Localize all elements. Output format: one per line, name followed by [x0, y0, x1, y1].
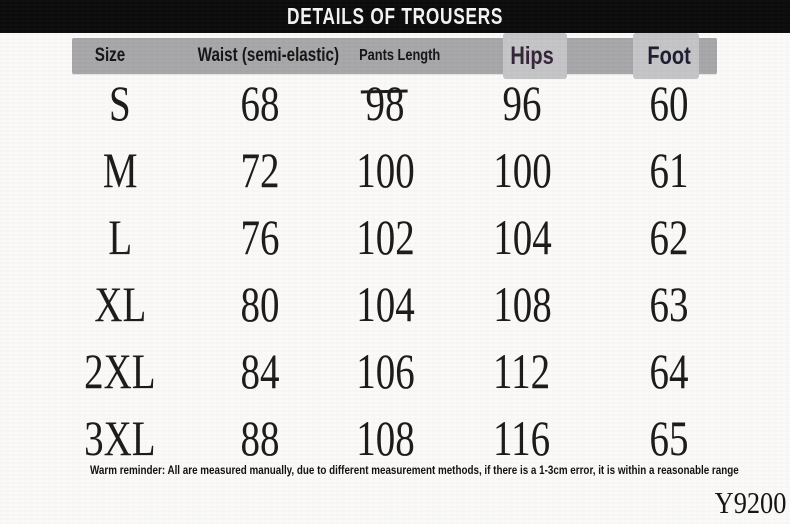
foot-header-patch [633, 33, 699, 79]
model-code: Y9200 [714, 485, 786, 520]
hips-cell: 116 [493, 410, 551, 466]
size-cell: S [109, 75, 131, 131]
column-header-pants-length: Pants Length [359, 47, 441, 64]
foot-cell: 62 [649, 209, 689, 265]
hips-cell: 108 [492, 276, 552, 332]
title-bar: DETAILS OF TROUSERS [0, 0, 790, 33]
table-row-xl: XL 80 104 108 63 [0, 276, 790, 332]
foot-cell: 61 [649, 142, 689, 198]
waist-cell: 68 [240, 75, 280, 131]
size-cell: XL [94, 276, 146, 332]
hips-cell: 100 [492, 142, 552, 198]
table-row-3xl: 3XL 88 108 116 65 [0, 410, 790, 466]
waist-cell: 84 [240, 343, 280, 399]
pants-length-cell: 108 [355, 410, 415, 466]
table-row-m: M 72 100 100 61 [0, 142, 790, 198]
column-header-hips: Hips [510, 41, 554, 70]
hips-cell: 96 [502, 75, 542, 131]
foot-cell: 65 [649, 410, 689, 466]
pants-length-cell: 98 [320, 75, 450, 131]
column-header-waist: Waist (semi-elastic) [197, 45, 339, 66]
strikethrough-line [360, 88, 408, 94]
warm-reminder-note: Warm reminder: All are measured manually… [90, 463, 739, 477]
foot-cell: 63 [649, 276, 689, 332]
pants-length-cell: 102 [355, 209, 415, 265]
column-header-size: Size [94, 45, 126, 66]
foot-cell: 64 [649, 343, 689, 399]
size-cell: M [102, 142, 138, 198]
hips-cell: 104 [492, 209, 552, 265]
pants-length-cell: 100 [355, 142, 415, 198]
hips-cell: 112 [493, 343, 551, 399]
table-row-s: S 68 98 96 60 [0, 75, 790, 131]
waist-cell: 80 [240, 276, 280, 332]
size-cell: 2XL [84, 343, 156, 399]
page-title: DETAILS OF TROUSERS [286, 3, 504, 29]
pants-length-cell: 106 [355, 343, 415, 399]
waist-cell: 88 [240, 410, 280, 466]
size-cell: L [108, 209, 132, 265]
foot-cell: 60 [649, 75, 689, 131]
hips-header-patch [503, 33, 567, 79]
column-header-foot: Foot [647, 41, 691, 70]
table-row-2xl: 2XL 84 106 112 64 [0, 343, 790, 399]
waist-cell: 72 [240, 142, 280, 198]
table-row-l: L 76 102 104 62 [0, 209, 790, 265]
waist-cell: 76 [240, 209, 280, 265]
table-header-bar [72, 38, 717, 74]
size-cell: 3XL [84, 410, 156, 466]
pants-length-cell: 104 [355, 276, 415, 332]
